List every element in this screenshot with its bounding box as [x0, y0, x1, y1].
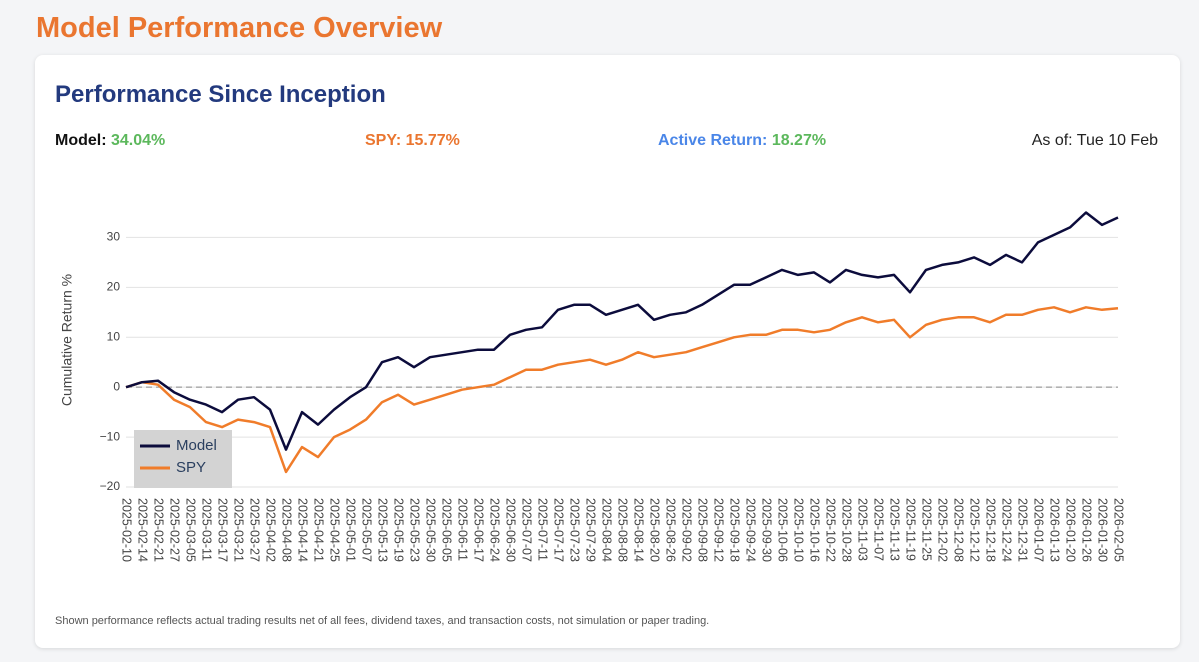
- x-tick-label: 2025-05-01: [344, 498, 358, 562]
- stat-label: Active Return:: [658, 132, 768, 149]
- legend-label: SPY: [176, 459, 206, 476]
- x-tick-label: 2025-11-07: [872, 498, 886, 561]
- legend-label: Model: [176, 437, 217, 454]
- footnote: Shown performance reflects actual tradin…: [55, 615, 710, 627]
- x-tick-label: 2025-07-23: [568, 498, 582, 562]
- stat-value: 18.27%: [771, 132, 827, 149]
- x-tick-label: 2025-04-21: [312, 498, 326, 562]
- x-tick-label: 2025-06-11: [456, 498, 470, 561]
- x-tick-label: 2026-01-26: [1080, 498, 1094, 562]
- x-tick-label: 2026-01-13: [1048, 498, 1062, 562]
- x-tick-label: 2025-09-12: [712, 498, 726, 562]
- stat-label: SPY:: [365, 132, 402, 149]
- x-tick-label: 2025-12-08: [952, 498, 966, 562]
- stat-value: 34.04%: [111, 132, 166, 149]
- x-tick-label: 2025-03-11: [200, 498, 214, 561]
- series-line: [125, 306, 1119, 474]
- x-tick-label: 2025-05-19: [392, 498, 406, 562]
- x-tick-label: 2025-04-25: [328, 498, 342, 562]
- x-tick-label: 2025-10-22: [824, 498, 838, 562]
- y-tick-label: −20: [100, 479, 121, 493]
- x-tick-label: 2025-12-12: [968, 498, 982, 562]
- x-tick-label: 2025-12-02: [936, 498, 950, 562]
- x-tick-label: 2025-10-10: [792, 498, 806, 562]
- x-tick-label: 2025-08-04: [600, 498, 614, 562]
- stat: Model: 34.04%: [55, 132, 165, 150]
- x-tick-label: 2025-10-06: [776, 498, 790, 562]
- x-tick-label: 2025-10-16: [808, 498, 822, 562]
- x-tick-label: 2025-09-24: [744, 498, 758, 562]
- stat-value: 15.77%: [405, 132, 460, 149]
- x-tick-label: 2025-12-18: [984, 498, 998, 562]
- legend: Model SPY: [134, 430, 232, 488]
- x-tick-label: 2025-05-07: [360, 498, 374, 562]
- x-tick-label: 2025-07-07: [520, 498, 534, 562]
- x-tick-label: 2025-04-02: [264, 498, 278, 562]
- x-tick-label: 2025-04-14: [296, 498, 310, 562]
- x-tick-label: 2025-09-08: [696, 498, 710, 562]
- y-tick-label: 20: [107, 280, 121, 294]
- x-tick-label: 2025-06-24: [488, 498, 502, 562]
- as-of: As of: Tue 10 Feb: [1031, 132, 1158, 149]
- x-tick-label: 2025-07-17: [552, 498, 566, 562]
- x-tick-label: 2025-05-13: [376, 498, 390, 562]
- x-tick-label: 2025-11-13: [888, 498, 902, 561]
- y-tick-label: 0: [113, 379, 120, 393]
- x-tick-label: 2025-12-24: [1000, 498, 1014, 562]
- x-tick-label: 2025-07-29: [584, 498, 598, 562]
- series-line: [125, 211, 1119, 451]
- x-tick-label: 2026-01-30: [1096, 498, 1110, 562]
- x-tick-label: 2025-08-26: [664, 498, 678, 562]
- x-tick-label: 2025-05-30: [424, 498, 438, 562]
- x-tick-label: 2026-02-05: [1112, 498, 1126, 562]
- page-title: Model Performance Overview: [36, 12, 443, 44]
- x-tick-label: 2025-02-10: [120, 498, 134, 562]
- stat: SPY: 15.77%: [365, 132, 460, 150]
- x-tick-label: 2025-09-30: [760, 498, 774, 562]
- card-title: Performance Since Inception: [55, 81, 386, 108]
- x-tick-label: 2025-06-30: [504, 498, 518, 562]
- card: Performance Since Inception Model: 34.04…: [35, 55, 1180, 648]
- y-tick-label: 30: [107, 230, 121, 244]
- x-tick-label: 2025-07-11: [536, 498, 550, 561]
- x-tick-label: 2025-11-25: [920, 498, 934, 561]
- x-tick-label: 2025-11-03: [856, 498, 870, 561]
- legend-box: [134, 430, 232, 488]
- x-tick-label: 2025-10-28: [840, 498, 854, 562]
- x-tick-label: 2025-03-27: [248, 498, 262, 562]
- y-tick-label: −10: [100, 429, 121, 443]
- x-tick-label: 2025-05-23: [408, 498, 422, 562]
- x-tick-label: 2025-08-08: [616, 498, 630, 562]
- y-tick-label: 10: [107, 329, 121, 343]
- stat-label: Model:: [55, 132, 107, 149]
- x-tick-label: 2025-03-05: [184, 498, 198, 562]
- x-tick-label: 2026-01-20: [1064, 498, 1078, 562]
- x-tick-label: 2025-09-02: [680, 498, 694, 562]
- x-tick-label: 2025-12-31: [1016, 498, 1030, 562]
- x-tick-label: 2025-11-19: [904, 498, 918, 561]
- x-tick-label: 2025-02-21: [152, 498, 166, 562]
- x-tick-label: 2025-06-17: [472, 498, 486, 562]
- y-axis-label: Cumulative Return %: [59, 274, 75, 406]
- x-tick-label: 2025-03-17: [216, 498, 230, 562]
- x-tick-label: 2025-09-18: [728, 498, 742, 562]
- x-tick-label: 2025-06-05: [440, 498, 454, 562]
- x-tick-label: 2025-08-20: [648, 498, 662, 562]
- stat: Active Return: 18.27%: [658, 132, 826, 150]
- x-tick-label: 2025-02-27: [168, 498, 182, 562]
- x-tick-label: 2025-08-14: [632, 498, 646, 562]
- x-tick-label: 2025-03-21: [232, 498, 246, 562]
- x-tick-label: 2025-02-14: [136, 498, 150, 562]
- x-tick-label: 2025-04-08: [280, 498, 294, 562]
- x-tick-label: 2026-01-07: [1032, 498, 1046, 562]
